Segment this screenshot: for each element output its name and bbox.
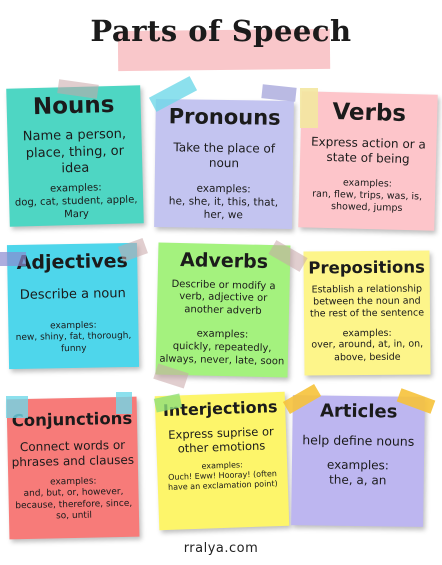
page-title: Parts of Speech (90, 14, 352, 48)
tape-strip (116, 392, 132, 414)
tape-strip (261, 84, 297, 102)
card-description: Describe a noun (19, 285, 126, 303)
card-prepositions: Prepositions Establish a relationship be… (303, 250, 431, 376)
examples-text: over, around, at, in, on, above, beside (311, 338, 424, 363)
card-description: Establish a relationship between the nou… (309, 283, 425, 320)
card-pronouns: Pronouns Take the place of noun examples… (154, 99, 294, 229)
card-conjunctions: Conjunctions Connect words or phrases an… (6, 396, 140, 540)
card-articles: Articles help define nouns examples: the… (291, 395, 425, 527)
examples-text: Ouch! Eww! Hooray! (often have an exclam… (167, 469, 278, 493)
card-description: Name a person, place, thing, or idea (22, 126, 127, 177)
card-heading: Adjectives (16, 250, 128, 274)
card-heading: Nouns (32, 91, 115, 121)
examples-text: the, a, an (329, 472, 387, 488)
card-heading: Prepositions (308, 257, 425, 278)
title-area: Parts of Speech (0, 0, 442, 75)
tape-strip (6, 396, 28, 418)
card-description: Take the place of noun (173, 140, 276, 171)
tape-strip (0, 252, 26, 266)
examples-text: new, shiny, fat, thorough, funny (15, 330, 132, 354)
site-credit: rralya.com (183, 541, 259, 556)
card-heading: Verbs (332, 99, 407, 127)
card-verbs: Verbs Express action or a state of being… (298, 91, 438, 231)
examples-text: he, she, it, this, that, her, we (168, 194, 279, 222)
card-adjectives: Adjectives Describe a noun examples: new… (6, 242, 140, 370)
examples-text: quickly, repeatedly, always, never, late… (159, 341, 285, 368)
card-description: Connect words or phrases and clauses (11, 438, 135, 470)
card-heading: Articles (319, 400, 398, 423)
tape-strip (300, 88, 318, 128)
card-adverbs: Adverbs Describe or modify a verb, adjec… (155, 242, 291, 378)
card-description: Express suprise or other emotions (168, 423, 275, 456)
examples-text: dog, cat, student, apple, Mary (14, 194, 138, 221)
card-description: help define nouns (302, 432, 415, 449)
card-description: Express action or a state of being (310, 134, 427, 167)
examples-text: ran, flew, trips, was, is, showed, jumps (312, 188, 423, 214)
tape-strip (118, 238, 148, 262)
card-heading: Pronouns (168, 104, 281, 130)
examples-text: and, but, or, however, because, therefor… (15, 486, 133, 522)
card-interjections: Interjections Express suprise or other e… (154, 391, 290, 531)
card-description: Describe or modify a verb, adjective or … (171, 278, 276, 317)
card-nouns: Nouns Name a person, place, thing, or id… (6, 85, 144, 227)
